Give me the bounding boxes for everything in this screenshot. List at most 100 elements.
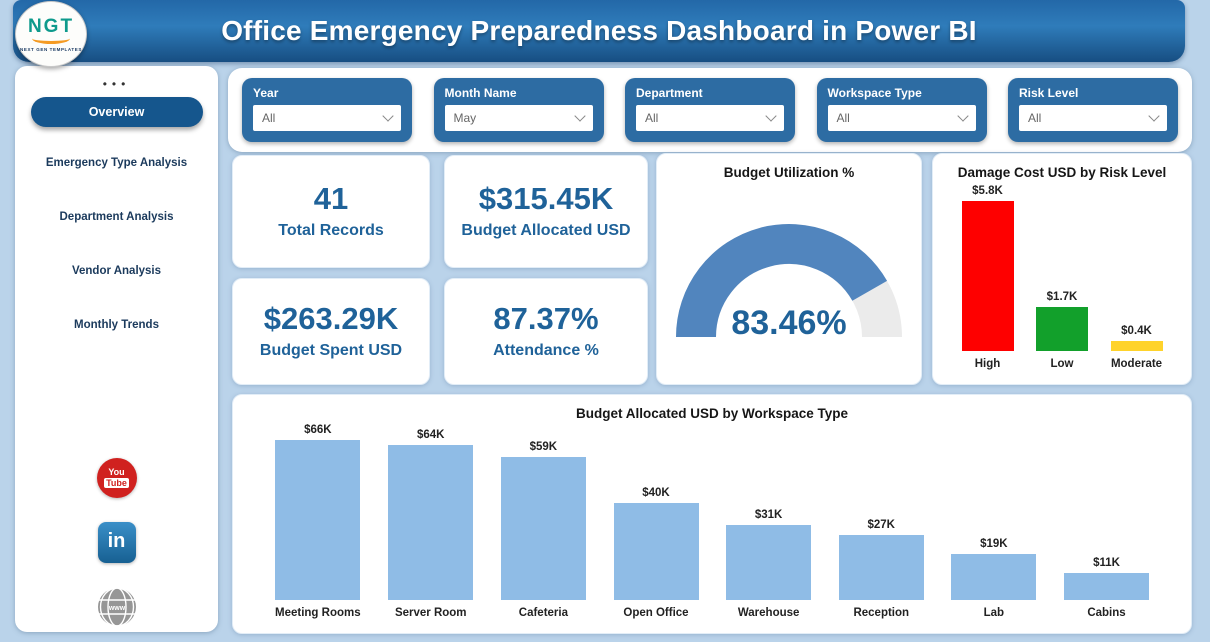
gauge-card-budget-utilization: Budget Utilization % 83.46% xyxy=(656,153,922,385)
bar-data-label: $31K xyxy=(754,509,783,521)
bar[interactable] xyxy=(1036,307,1088,351)
dropdown-value: All xyxy=(645,111,659,125)
sidebar-item-department-analysis[interactable]: Department Analysis xyxy=(59,211,174,223)
filter-year: Year All xyxy=(242,78,412,142)
bar[interactable] xyxy=(613,503,699,600)
bar[interactable] xyxy=(1110,341,1163,351)
bar-category-label: Open Office xyxy=(623,607,689,619)
bar[interactable] xyxy=(961,201,1014,351)
kpi-value: 87.37% xyxy=(493,300,599,336)
ngt-logo: NGT NEXT GEN TEMPLATES xyxy=(15,1,87,67)
kpi-label: Budget Allocated USD xyxy=(461,221,631,239)
bar-category-label: Cabins xyxy=(1087,607,1126,619)
chevron-down-icon xyxy=(1148,110,1160,122)
kpi-card-budget-spent: $263.29K Budget Spent USD xyxy=(232,278,430,385)
chart-card-damage-cost-by-risk: Damage Cost USD by Risk Level $5.8K High $… xyxy=(932,153,1192,385)
sidebar-item-monthly-trends[interactable]: Monthly Trends xyxy=(74,319,159,331)
bar-column: $1.7K Low xyxy=(1036,291,1088,370)
bar[interactable] xyxy=(951,554,1037,600)
page-title: Office Emergency Preparedness Dashboard … xyxy=(221,15,977,46)
bar-category-label: Moderate xyxy=(1110,358,1163,370)
header-bar: Office Emergency Preparedness Dashboard … xyxy=(13,0,1185,62)
bar-column: $11K Cabins xyxy=(1064,557,1149,619)
filter-month-name: Month Name May xyxy=(433,78,604,142)
chevron-down-icon xyxy=(765,110,777,122)
bar-category-label: Cafeteria xyxy=(518,607,568,619)
chevron-down-icon xyxy=(573,110,586,122)
youtube-icon-text: You xyxy=(108,466,125,477)
kpi-value: $263.29K xyxy=(263,300,399,336)
bar-data-label: $11K xyxy=(1093,557,1120,569)
bar-column: $5.8K High xyxy=(961,185,1014,370)
logo-text: NGT xyxy=(27,15,75,37)
bar-data-label: $66K xyxy=(304,424,332,436)
workspace-bar-chart: $66K Meeting Rooms $64K Server Room $59K Cafe… xyxy=(233,421,1191,619)
bar-category-label: Server Room xyxy=(394,607,467,619)
bar[interactable] xyxy=(500,457,586,600)
bar-data-label: $59K xyxy=(529,441,558,453)
sidebar: ••• Overview Emergency Type Analysis Dep… xyxy=(15,66,218,632)
kpi-value: $315.45K xyxy=(478,180,614,216)
bar[interactable] xyxy=(1064,573,1149,600)
logo-swoosh-icon xyxy=(32,33,70,44)
bar-column: $0.4K Moderate xyxy=(1110,325,1163,370)
filter-bar: Year All Month Name May Department All W… xyxy=(228,68,1192,152)
bar-category-label: High xyxy=(974,358,1001,370)
filter-label: Year xyxy=(253,86,279,100)
bar-category-label: Warehouse xyxy=(737,607,800,619)
kpi-label: Attendance % xyxy=(493,341,599,359)
sidebar-item-emergency-type-analysis[interactable]: Emergency Type Analysis xyxy=(45,157,188,169)
website-globe-icon[interactable]: www xyxy=(97,587,137,627)
filter-label: Workspace Type xyxy=(827,86,922,100)
sidebar-item-overview[interactable]: Overview xyxy=(30,97,203,127)
bar-category-label: Lab xyxy=(983,607,1005,619)
bar-category-label: Low xyxy=(1050,358,1074,370)
month-name-dropdown[interactable]: May xyxy=(444,105,593,131)
kpi-card-total-records: 41 Total Records xyxy=(232,155,430,268)
dropdown-value: All xyxy=(1028,111,1042,125)
chart-title: Damage Cost USD by Risk Level xyxy=(957,165,1167,180)
kpi-label: Total Records xyxy=(278,221,384,239)
sidebar-nav: Emergency Type Analysis Department Analy… xyxy=(15,153,218,335)
bar-data-label: $40K xyxy=(642,487,670,499)
bar-data-label: $0.4K xyxy=(1121,325,1152,337)
linkedin-icon[interactable]: in xyxy=(97,522,136,563)
bar-data-label: $19K xyxy=(980,538,1008,550)
chevron-down-icon xyxy=(382,110,394,122)
filter-label: Department xyxy=(636,86,703,100)
filter-label: Month Name xyxy=(444,86,517,100)
menu-dots-icon[interactable]: ••• xyxy=(102,77,131,91)
bar-column: $40K Open Office xyxy=(613,487,699,619)
risk-bar-chart: $5.8K High $1.7K Low $0.4K Moderate xyxy=(933,182,1191,370)
filter-risk-level: Risk Level All xyxy=(1008,78,1178,142)
gauge-fill[interactable] xyxy=(676,224,888,338)
youtube-icon[interactable]: You Tube xyxy=(96,458,137,498)
bar-data-label: $64K xyxy=(417,429,445,441)
bar[interactable] xyxy=(275,440,361,600)
bar[interactable] xyxy=(726,525,812,600)
dropdown-value: May xyxy=(453,111,477,125)
filter-workspace-type: Workspace Type All xyxy=(816,78,987,142)
sidebar-item-vendor-analysis[interactable]: Vendor Analysis xyxy=(71,265,162,277)
chart-card-budget-by-workspace: Budget Allocated USD by Workspace Type $… xyxy=(232,394,1192,634)
youtube-icon-text2: Tube xyxy=(104,477,129,489)
kpi-label: Budget Spent USD xyxy=(259,341,403,359)
linkedin-icon-text: in xyxy=(107,530,126,552)
bar-data-label: $5.8K xyxy=(972,185,1003,197)
risk-level-dropdown[interactable]: All xyxy=(1019,105,1167,131)
bar-category-label: Reception xyxy=(853,607,910,619)
workspace-type-dropdown[interactable]: All xyxy=(827,105,976,131)
year-dropdown[interactable]: All xyxy=(253,105,401,131)
chart-title: Budget Utilization % xyxy=(723,165,855,180)
dropdown-value: All xyxy=(262,111,276,125)
bar-category-label: Meeting Rooms xyxy=(275,607,361,619)
bar-data-label: $1.7K xyxy=(1046,291,1078,303)
gauge-chart: 83.46% xyxy=(676,224,902,342)
department-dropdown[interactable]: All xyxy=(636,105,784,131)
logo-subtext: NEXT GEN TEMPLATES xyxy=(20,46,82,52)
bar[interactable] xyxy=(838,535,924,600)
kpi-value: 41 xyxy=(313,180,349,216)
social-links: You Tube in www xyxy=(15,458,218,627)
bar[interactable] xyxy=(388,445,474,600)
